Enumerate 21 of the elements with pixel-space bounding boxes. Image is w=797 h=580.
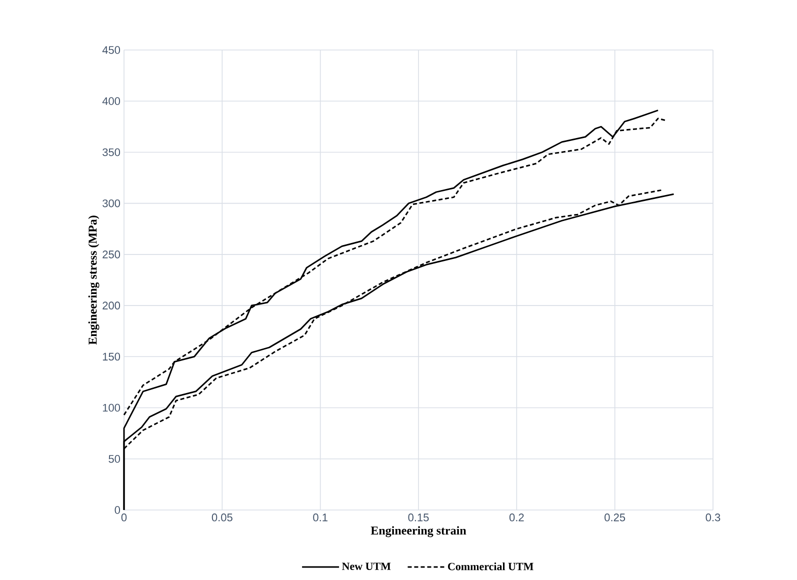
x-tick-label: 0.15 — [408, 514, 429, 522]
y-tick-label: 250 — [102, 250, 120, 258]
x-tick-label: 0.3 — [706, 514, 720, 522]
y-tick-label: 450 — [102, 46, 120, 54]
y-tick-label: 350 — [102, 148, 120, 156]
x-tick-label: 0.2 — [509, 514, 524, 522]
y-tick-label: 0 — [114, 506, 120, 514]
y-tick-label: 400 — [102, 97, 120, 105]
legend-label: New UTM — [342, 562, 391, 570]
legend-label: Commercial UTM — [448, 562, 534, 570]
x-tick-label: 0.1 — [313, 514, 328, 522]
x-tick-label: 0.05 — [212, 514, 232, 522]
x-tick-label: 0 — [121, 514, 127, 522]
y-tick-label: 200 — [102, 302, 120, 310]
y-tick-label: 300 — [102, 199, 120, 208]
y-tick-label: 150 — [102, 352, 120, 361]
y-tick-label: 100 — [102, 404, 120, 412]
y-axis-title: Engineering stress (MPa) — [88, 216, 100, 345]
x-tick-label: 0.25 — [604, 514, 626, 522]
y-tick-label: 50 — [108, 454, 120, 463]
x-axis-title: Engineering strain — [370, 526, 466, 538]
